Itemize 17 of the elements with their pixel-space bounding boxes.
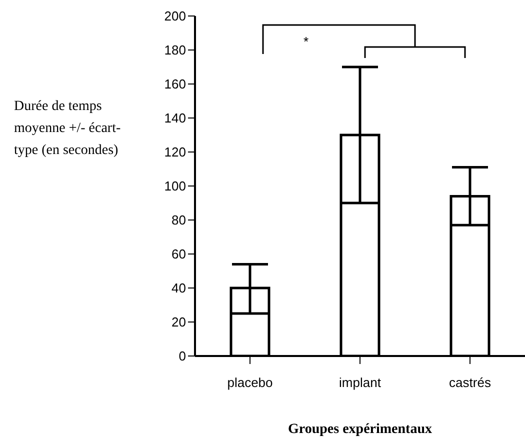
x-tick-label: castrés [449,375,492,390]
x-tick-label: placebo [227,375,273,390]
y-tick-label: 60 [172,246,186,262]
x-axis-title: Groupes expérimentaux [286,422,433,438]
y-tick-label: 120 [164,144,186,160]
y-tick-label: 140 [164,110,186,126]
y-tick-label: 100 [164,178,186,194]
y-tick-label: 160 [164,76,186,92]
annotation: * [303,34,309,49]
x-tick-label: implant [339,375,382,390]
y-tick-label: 80 [172,212,186,228]
y-tick-label: 200 [164,8,186,24]
y-tick-label: 180 [164,42,186,58]
y-tick-label: 40 [172,280,186,296]
y-tick-label: 0 [178,348,186,364]
y-tick-label: 20 [172,314,186,330]
y-axis-title: Durée de temps moyenne +/- écart-type (en secondes) [14,98,122,160]
